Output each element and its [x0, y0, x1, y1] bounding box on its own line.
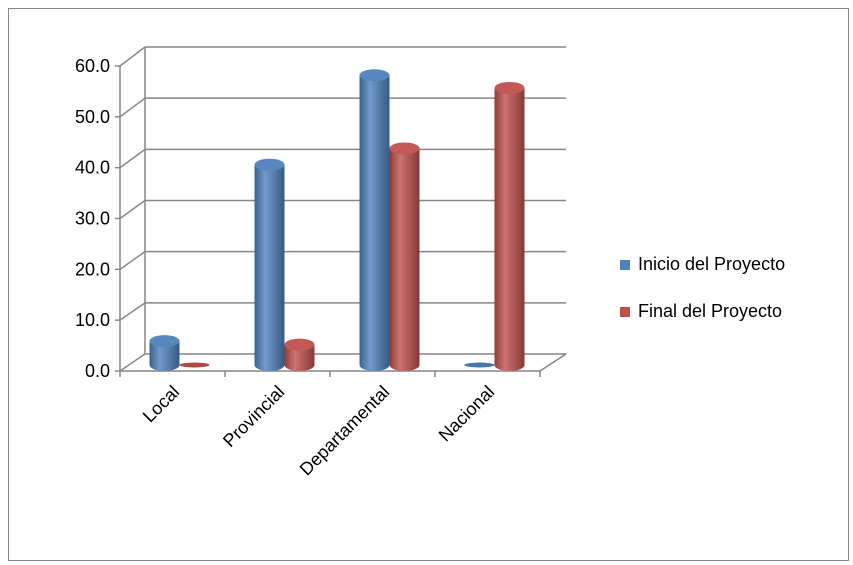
bar-body [494, 87, 525, 371]
legend-label: Inicio del Proyecto [638, 254, 785, 274]
legend: Inicio del Proyecto Final del Proyecto [620, 254, 785, 321]
bar [389, 142, 420, 371]
x-category-label: Nacional [435, 382, 499, 446]
x-category-label: Provincial [219, 382, 288, 451]
legend-label: Final del Proyecto [638, 301, 782, 321]
bar-body [254, 164, 285, 371]
bar-body [284, 344, 315, 371]
bar [179, 362, 210, 368]
y-tick-label: 60.0 [75, 56, 110, 76]
bar-top [359, 69, 390, 82]
bar-body [149, 341, 180, 371]
gridline-side [119, 251, 146, 270]
bar-top [149, 335, 180, 348]
gridline-side [119, 199, 146, 220]
legend-swatch [620, 260, 630, 270]
bar-top [494, 81, 525, 94]
bar-top [254, 158, 285, 171]
y-tick-label: 50.0 [75, 107, 110, 127]
bar-flat [179, 362, 210, 368]
chart-area [8, 8, 849, 561]
bar [464, 362, 495, 368]
y-tick-label: 20.0 [75, 259, 110, 279]
gridline-side [119, 46, 146, 67]
bar [359, 69, 390, 371]
gridline-side [119, 302, 146, 321]
bar-body [359, 75, 390, 371]
x-category-label: Departamental [296, 382, 394, 480]
gridline-side [119, 353, 146, 372]
floor-right-edge [539, 353, 567, 372]
gridline-side [119, 97, 146, 118]
legend-swatch [620, 307, 630, 317]
bar [254, 158, 285, 371]
bar-flat [464, 362, 495, 368]
y-tick-label: 30.0 [75, 209, 110, 229]
bar [149, 335, 180, 371]
axis-labels: 0.0 10.0 20.0 30.0 40.0 50.0 60.0 Local Provinci… [75, 56, 498, 479]
bars [149, 69, 525, 371]
y-tick-label: 0.0 [85, 361, 110, 381]
x-category-label: Local [139, 382, 184, 427]
bar-top [284, 338, 315, 351]
bar [494, 81, 525, 371]
bar [284, 338, 315, 371]
y-tick-label: 40.0 [75, 158, 110, 178]
bar-top [389, 142, 420, 155]
gridline-side [119, 148, 146, 169]
y-tick-label: 10.0 [75, 310, 110, 330]
bar-body [389, 148, 420, 371]
